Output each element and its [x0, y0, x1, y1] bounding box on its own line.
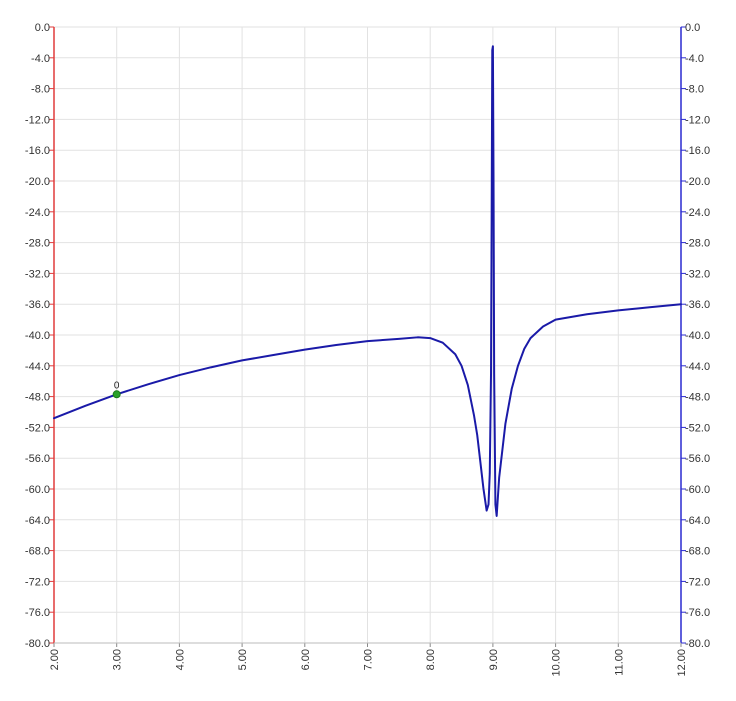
- right-tick-label: -64.0: [685, 515, 710, 527]
- x-tick-label: 5.00: [237, 649, 249, 670]
- right-tick-label: -44.0: [685, 361, 710, 373]
- x-tick-label: 10.00: [551, 649, 563, 677]
- series-line-0: [53, 45, 682, 517]
- right-tick-label: 0.0: [685, 22, 700, 34]
- series-group: [53, 45, 682, 517]
- right-tick-label: -32.0: [685, 268, 710, 280]
- x-tick-label: 9.00: [488, 649, 500, 670]
- left-tick-label: -52.0: [25, 422, 50, 434]
- right-axis: 0.0 -4.0 -8.0 -12.0 -16.0 -20.0 -24.0 -28.0 -32.…: [680, 22, 710, 650]
- right-tick-label: -80.0: [685, 638, 710, 650]
- left-tick-label: -72.0: [25, 576, 50, 588]
- right-tick-label: -16.0: [685, 145, 710, 157]
- x-tick-label: 2.00: [49, 649, 61, 670]
- x-tick-label: 12.00: [676, 649, 688, 677]
- left-tick-label: -16.0: [25, 145, 50, 157]
- right-tick-label: -8.0: [685, 84, 704, 96]
- left-tick-label: -36.0: [25, 299, 50, 311]
- marker-point[interactable]: [112, 390, 121, 399]
- left-tick-label: -48.0: [25, 392, 50, 404]
- right-tick-label: -72.0: [685, 576, 710, 588]
- right-tick-label: -68.0: [685, 546, 710, 558]
- right-tick-label: -36.0: [685, 299, 710, 311]
- left-axis: 0.0 -4.0 -8.0 -12.0 -16.0 -20.0 -24.0 -28.0 -32.…: [25, 22, 55, 650]
- left-tick-label: -20.0: [25, 176, 50, 188]
- right-tick-label: -20.0: [685, 176, 710, 188]
- x-axis: 2.00 3.00 4.00 5.00 6.00 7.00 8.00 9.00 10.00 11.…: [49, 642, 688, 677]
- x-tick-label: 4.00: [174, 649, 186, 670]
- left-tick-label: -60.0: [25, 484, 50, 496]
- x-tick-label: 3.00: [112, 649, 124, 670]
- x-tick-label: 6.00: [300, 649, 312, 670]
- right-tick-label: -40.0: [685, 330, 710, 342]
- left-tick-label: -8.0: [31, 84, 50, 96]
- right-tick-label: -28.0: [685, 238, 710, 250]
- right-tick-label: -48.0: [685, 392, 710, 404]
- right-tick-label: -76.0: [685, 607, 710, 619]
- left-tick-label: -56.0: [25, 453, 50, 465]
- x-tick-label: 7.00: [363, 649, 375, 670]
- x-tick-label: 11.00: [613, 649, 625, 676]
- left-tick-label: -80.0: [25, 638, 50, 650]
- left-tick-label: -40.0: [25, 330, 50, 342]
- left-tick-label: 0.0: [35, 22, 50, 34]
- left-tick-label: -12.0: [25, 114, 50, 126]
- x-tick-label: 8.00: [425, 649, 437, 670]
- markers-group: 0: [112, 380, 121, 399]
- left-tick-label: -76.0: [25, 607, 50, 619]
- left-tick-label: -24.0: [25, 207, 50, 219]
- right-tick-label: -56.0: [685, 453, 710, 465]
- left-tick-label: -28.0: [25, 238, 50, 250]
- right-tick-label: -12.0: [685, 114, 710, 126]
- marker-label: 0: [114, 380, 120, 391]
- right-tick-label: -60.0: [685, 484, 710, 496]
- left-tick-label: -4.0: [31, 53, 50, 65]
- right-tick-label: -52.0: [685, 422, 710, 434]
- right-tick-label: -24.0: [685, 207, 710, 219]
- left-tick-label: -32.0: [25, 268, 50, 280]
- right-tick-label: -4.0: [685, 53, 704, 65]
- left-tick-label: -64.0: [25, 515, 50, 527]
- grid: [53, 26, 682, 644]
- left-tick-label: -68.0: [25, 546, 50, 558]
- left-tick-label: -44.0: [25, 361, 50, 373]
